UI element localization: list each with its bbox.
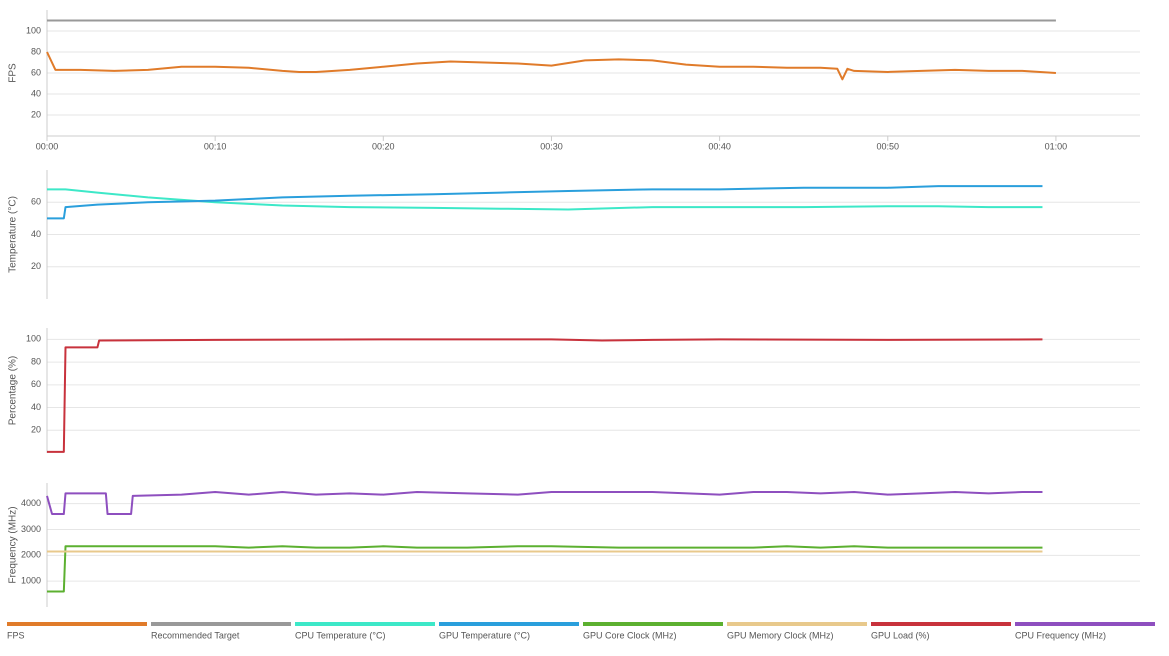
line-series [46,51,1056,81]
legend-label: GPU Load (%) [871,630,930,640]
legend-entry: GPU Temperature (°C) [439,622,579,640]
y-tick-label: 100 [26,334,41,344]
legend-entry: GPU Load (%) [871,622,1011,640]
y-tick-label: 20 [31,425,41,435]
x-tick-label: 00:40 [708,141,731,151]
y-tick-label: 40 [31,88,41,98]
y-tick-label: 60 [31,379,41,389]
legend-label: FPS [7,630,25,640]
x-tick-label: 00:10 [204,141,227,151]
line-series [47,338,1043,453]
y-axis-title: FPS [8,63,19,83]
legend-swatch [583,622,723,626]
line-series [47,188,1043,211]
panel: 20 40 60 Temperature (°C) [8,170,1140,299]
y-axis-title: Percentage (%) [8,356,19,425]
legend-entry: Recommended Target [151,622,291,640]
legend-swatch [727,622,867,626]
y-tick-label: 20 [31,261,41,271]
y-tick-label: 4000 [21,498,41,508]
x-tick-label: 00:30 [540,141,563,151]
y-tick-label: 60 [31,197,41,207]
x-tick-label: 00:50 [877,141,900,151]
legend-label: Recommended Target [151,630,240,640]
legend-swatch [1015,622,1155,626]
legend: FPS Recommended Target CPU Temperature (… [7,622,1155,640]
legend-swatch [151,622,291,626]
panel: 20 40 60 80 100 Percentage (%) [8,328,1140,453]
legend-label: GPU Temperature (°C) [439,630,530,640]
legend-label: CPU Temperature (°C) [295,630,385,640]
legend-label: GPU Core Clock (MHz) [583,630,677,640]
y-axis-title: Frequency (MHz) [8,506,19,583]
legend-label: GPU Memory Clock (MHz) [727,630,834,640]
x-tick-label: 01:00 [1045,141,1068,151]
legend-entry: CPU Frequency (MHz) [1015,622,1155,640]
y-tick-label: 20 [31,109,41,119]
line-series [47,545,1043,593]
y-tick-label: 3000 [21,524,41,534]
panel: 20 40 60 80 100 00:00 00:10 00:20 00:30 00:40 00:5… [8,10,1140,151]
x-tick-label: 00:00 [36,141,59,151]
legend-swatch [439,622,579,626]
legend-swatch [295,622,435,626]
y-tick-label: 60 [31,67,41,77]
x-tick-label: 00:20 [372,141,395,151]
legend-entry: GPU Memory Clock (MHz) [727,622,867,640]
legend-label: CPU Frequency (MHz) [1015,630,1106,640]
legend-entry: CPU Temperature (°C) [295,622,435,640]
line-series [47,185,1043,220]
y-tick-label: 100 [26,25,41,35]
y-tick-label: 80 [31,46,41,56]
line-series [46,491,1043,515]
y-tick-label: 40 [31,229,41,239]
legend-entry: FPS [7,622,147,640]
y-axis-title: Temperature (°C) [8,196,19,273]
legend-entry: GPU Core Clock (MHz) [583,622,723,640]
legend-swatch [871,622,1011,626]
y-tick-label: 2000 [21,550,41,560]
legend-swatch [7,622,147,626]
y-tick-label: 40 [31,402,41,412]
y-tick-label: 80 [31,356,41,366]
y-tick-label: 1000 [21,576,41,586]
